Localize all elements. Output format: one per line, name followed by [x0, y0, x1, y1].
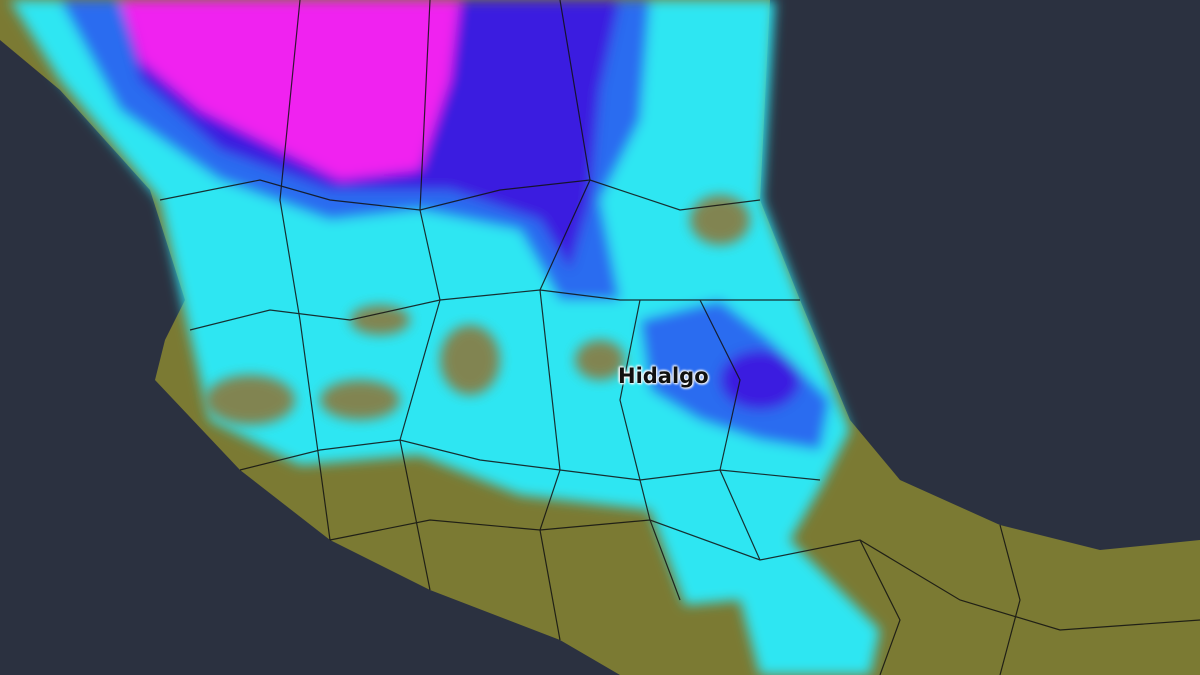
state-borders	[159, 0, 1200, 675]
rain-extreme-area	[120, 0, 460, 180]
state-label-hidalgo: Hidalgo	[618, 364, 709, 388]
dry-patches	[205, 195, 750, 425]
rain-heavy-cell	[720, 350, 800, 410]
rain-overlay	[10, 0, 880, 675]
